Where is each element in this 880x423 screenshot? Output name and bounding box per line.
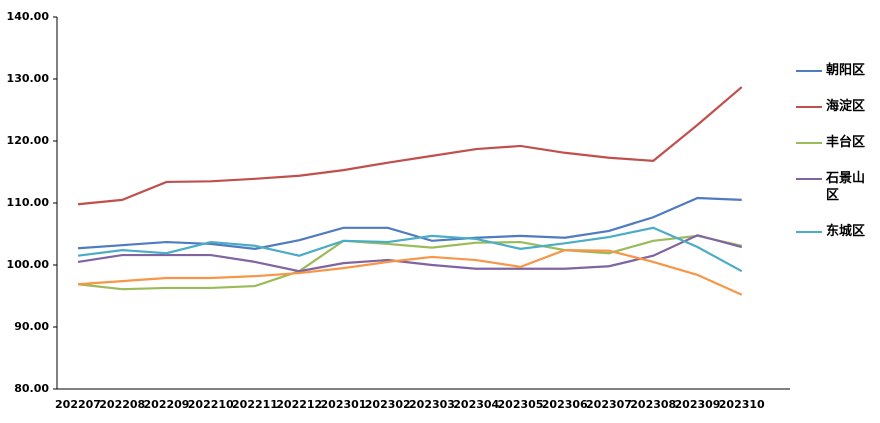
series-line (77, 234, 743, 273)
x-tick-label: 202310 (719, 398, 765, 411)
y-tick-label: 110.00 (7, 196, 50, 209)
legend-item: 石景山区 (796, 170, 874, 204)
x-tick-label: 202211 (232, 398, 278, 411)
x-tick-label: 202208 (99, 398, 145, 411)
x-tick-label: 202212 (276, 398, 322, 411)
series-line (77, 196, 742, 250)
legend-item: 丰台区 (796, 134, 874, 151)
legend-item: 海淀区 (796, 98, 874, 115)
series-line (77, 249, 743, 296)
legend-swatch (796, 70, 822, 72)
legend-item: 东城区 (796, 223, 874, 240)
x-tick-label: 202210 (188, 398, 234, 411)
legend-label: 海淀区 (826, 99, 866, 114)
legend-label: 石景山区 (826, 171, 866, 203)
x-tick-label: 202302 (365, 398, 411, 411)
legend-label: 丰台区 (826, 135, 866, 150)
legend-swatch (796, 178, 822, 180)
x-tick-label: 202305 (498, 398, 544, 411)
chart: 80.00 90.00 100.00 110.00 120.00 130.00 140.00… (7, 10, 790, 411)
x-tick-label: 202309 (675, 398, 721, 411)
y-tick-label: 90.00 (14, 320, 49, 333)
x-tick-label: 202307 (586, 398, 632, 411)
x-tick-label: 202207 (55, 398, 101, 411)
x-tick-label: 202209 (144, 398, 190, 411)
legend-label: 朝阳区 (826, 63, 866, 78)
series-line (77, 86, 743, 206)
x-tick-label: 202301 (321, 398, 367, 411)
y-tick-label: 120.00 (7, 134, 50, 147)
y-tick-label: 140.00 (7, 10, 50, 23)
x-tick-label: 202304 (453, 398, 499, 411)
legend-swatch (796, 231, 822, 233)
x-tick-label: 202306 (542, 398, 588, 411)
x-tick-label: 202303 (409, 398, 455, 411)
legend: 朝阳区海淀区丰台区石景山区东城区 (796, 62, 865, 259)
y-tick-label: 100.00 (7, 258, 50, 271)
legend-swatch (796, 106, 822, 108)
y-tick-label: 80.00 (14, 382, 49, 395)
y-tick-label: 130.00 (7, 72, 50, 85)
legend-swatch (796, 142, 822, 144)
legend-item: 朝阳区 (796, 62, 874, 79)
x-tick-label: 202308 (630, 398, 676, 411)
series-line (77, 234, 742, 291)
legend-label: 东城区 (826, 224, 866, 239)
series-line (77, 226, 743, 273)
